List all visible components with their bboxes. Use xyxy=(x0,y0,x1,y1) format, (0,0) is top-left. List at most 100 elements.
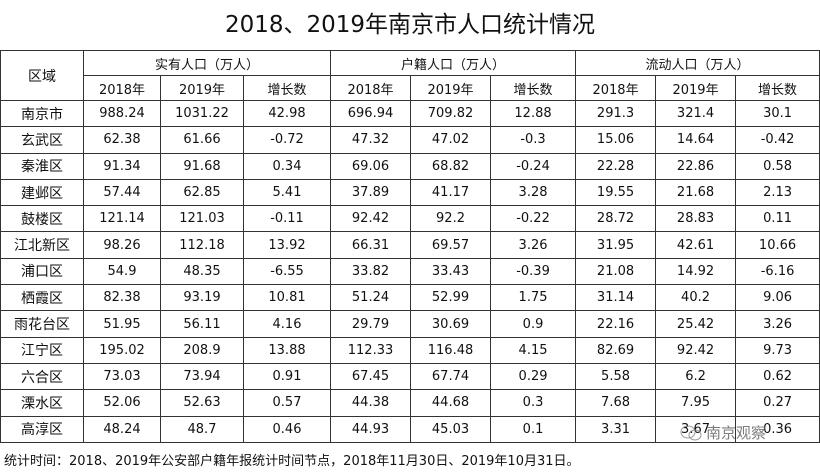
group-header: 流动人口（万人） xyxy=(575,50,820,76)
region-cell: 高淳区 xyxy=(0,415,84,443)
value-cell: 62.85 xyxy=(160,178,244,207)
value-cell: 0.34 xyxy=(242,152,332,180)
value-cell: 321.4 xyxy=(655,99,737,128)
value-cell: 92.2 xyxy=(410,205,492,233)
value-cell: 82.38 xyxy=(83,284,161,312)
value-cell: 37.89 xyxy=(330,178,412,207)
value-cell: 14.92 xyxy=(655,257,737,286)
value-cell: -0.39 xyxy=(490,257,577,286)
table-row: 高淳区 48.24 48.7 0.46 44.93 45.03 0.1 3.31 3.67 0.3… xyxy=(0,415,820,443)
watermark: 南京观察 xyxy=(680,422,766,443)
value-cell: 47.32 xyxy=(330,126,412,154)
value-cell: 208.9 xyxy=(160,336,244,364)
value-cell: 33.82 xyxy=(330,257,412,286)
table-row: 六合区 73.03 73.94 0.91 67.45 67.74 0.29 5.58 6.2 0.… xyxy=(0,362,820,391)
value-cell: 13.88 xyxy=(242,336,332,364)
value-cell: 4.15 xyxy=(490,336,577,364)
value-cell: 19.55 xyxy=(575,178,657,207)
value-cell: 44.68 xyxy=(410,389,492,417)
value-cell: 988.24 xyxy=(83,99,161,128)
region-cell: 江宁区 xyxy=(0,336,84,364)
sub-header: 2018年 xyxy=(575,75,657,101)
value-cell: 21.68 xyxy=(655,178,737,207)
value-cell: 42.98 xyxy=(242,99,332,128)
value-cell: 12.88 xyxy=(490,99,577,128)
value-cell: 0.3 xyxy=(490,389,577,417)
value-cell: 5.41 xyxy=(242,178,332,207)
value-cell: 47.02 xyxy=(410,126,492,154)
value-cell: 44.38 xyxy=(330,389,412,417)
sub-header: 2019年 xyxy=(655,75,737,101)
value-cell: 10.66 xyxy=(735,231,820,259)
value-cell: 48.24 xyxy=(83,415,161,443)
table-row: 雨花台区 51.95 56.11 4.16 29.79 30.69 0.9 22.16 25.4… xyxy=(0,310,820,338)
table-row: 南京市 988.24 1031.22 42.98 696.94 709.82 12.88 29… xyxy=(0,99,820,128)
region-cell: 雨花台区 xyxy=(0,310,84,338)
value-cell: 82.69 xyxy=(575,336,657,364)
value-cell: 2.13 xyxy=(735,178,820,207)
value-cell: 51.24 xyxy=(330,284,412,312)
value-cell: 3.26 xyxy=(735,310,820,338)
value-cell: 69.06 xyxy=(330,152,412,180)
group-header: 实有人口（万人） xyxy=(82,50,332,76)
value-cell: 696.94 xyxy=(330,99,412,128)
region-cell: 秦淮区 xyxy=(0,152,84,180)
value-cell: 7.68 xyxy=(575,389,657,417)
table-row: 鼓楼区 121.14 121.03 -0.11 92.42 92.2 -0.22 28.72 2… xyxy=(0,205,820,233)
table-row: 溧水区 52.06 52.63 0.57 44.38 44.68 0.3 7.68 7.95 0.… xyxy=(0,389,820,417)
region-cell: 溧水区 xyxy=(0,389,84,417)
value-cell: 3.26 xyxy=(490,231,577,259)
region-cell: 栖霞区 xyxy=(0,284,84,312)
value-cell: 40.2 xyxy=(655,284,737,312)
value-cell: 0.62 xyxy=(735,362,820,391)
value-cell: 709.82 xyxy=(410,99,492,128)
value-cell: 22.28 xyxy=(575,152,657,180)
value-cell: 121.03 xyxy=(160,205,244,233)
sub-header: 2018年 xyxy=(83,75,161,101)
value-cell: -0.3 xyxy=(490,126,577,154)
value-cell: 21.08 xyxy=(575,257,657,286)
table-row: 2018年 2019年 增长数 2018年 2019年 增长数 2018年 2019年 增长数 xyxy=(1,75,820,101)
sub-header: 增长数 xyxy=(735,75,820,101)
watermark-icon xyxy=(680,425,702,440)
value-cell: 0.11 xyxy=(735,205,820,233)
table-row: 浦口区 54.9 48.35 -6.55 33.82 33.43 -0.39 21.08 14.… xyxy=(0,257,820,286)
value-cell: 22.86 xyxy=(655,152,737,180)
sub-header: 2018年 xyxy=(330,75,412,101)
value-cell: 4.16 xyxy=(242,310,332,338)
sub-header: 2019年 xyxy=(410,75,492,101)
value-cell: 68.82 xyxy=(410,152,492,180)
value-cell: 0.27 xyxy=(735,389,820,417)
sub-header: 增长数 xyxy=(490,75,577,101)
table: 区域 实有人口（万人） 户籍人口（万人） 流动人口（万人） 2018年 2019年 增长数 2… xyxy=(0,50,820,443)
value-cell: 291.3 xyxy=(575,99,657,128)
value-cell: 45.03 xyxy=(410,415,492,443)
value-cell: 57.44 xyxy=(83,178,161,207)
value-cell: 69.57 xyxy=(410,231,492,259)
value-cell: 44.93 xyxy=(330,415,412,443)
value-cell: 52.63 xyxy=(160,389,244,417)
value-cell: 0.29 xyxy=(490,362,577,391)
value-cell: 98.26 xyxy=(83,231,161,259)
value-cell: 67.45 xyxy=(330,362,412,391)
value-cell: 3.28 xyxy=(490,178,577,207)
value-cell: 6.2 xyxy=(655,362,737,391)
value-cell: -6.55 xyxy=(242,257,332,286)
value-cell: 9.06 xyxy=(735,284,820,312)
value-cell: -0.42 xyxy=(735,126,820,154)
table-row: 栖霞区 82.38 93.19 10.81 51.24 52.99 1.75 31.14 40.… xyxy=(0,284,820,312)
value-cell: 73.94 xyxy=(160,362,244,391)
value-cell: 66.31 xyxy=(330,231,412,259)
value-cell: 93.19 xyxy=(160,284,244,312)
value-cell: 121.14 xyxy=(83,205,161,233)
value-cell: 92.42 xyxy=(655,336,737,364)
value-cell: 73.03 xyxy=(83,362,161,391)
value-cell: 54.9 xyxy=(83,257,161,286)
value-cell: 31.14 xyxy=(575,284,657,312)
value-cell: 48.35 xyxy=(160,257,244,286)
region-cell: 建邺区 xyxy=(0,178,84,207)
group-header: 户籍人口（万人） xyxy=(330,50,577,76)
value-cell: 9.73 xyxy=(735,336,820,364)
value-cell: 5.58 xyxy=(575,362,657,391)
value-cell: 91.34 xyxy=(83,152,161,180)
